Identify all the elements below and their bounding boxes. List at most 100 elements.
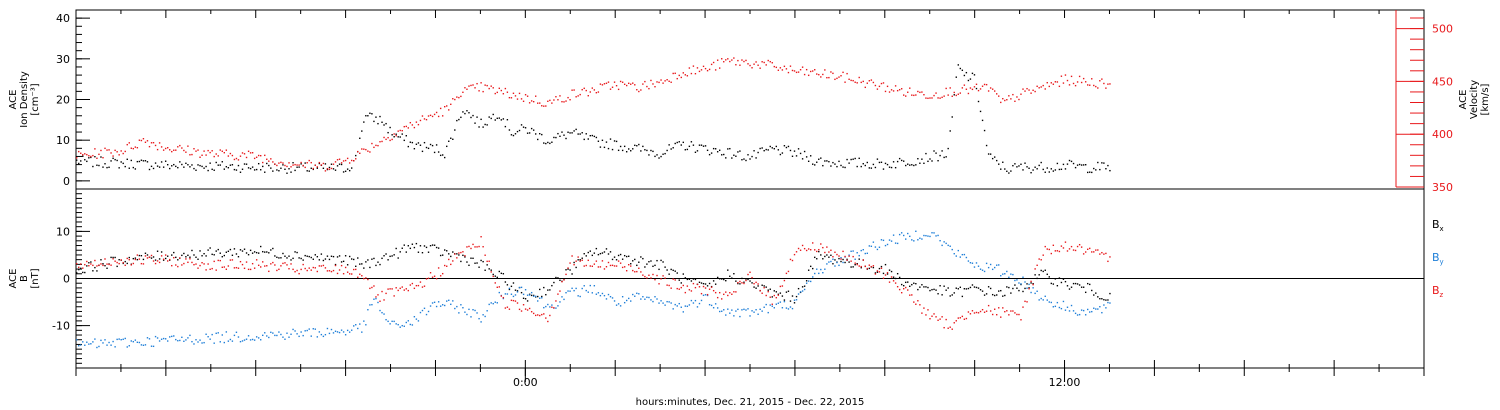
data-point: [684, 305, 687, 307]
data-point: [144, 255, 147, 257]
data-point: [241, 263, 244, 266]
data-point: [355, 158, 357, 160]
data-point: [593, 135, 596, 138]
data-point: [561, 100, 563, 103]
data-point: [312, 258, 314, 260]
data-point: [993, 90, 996, 92]
data-point: [816, 73, 818, 75]
data-point: [917, 300, 919, 302]
series-red: [76, 57, 1111, 172]
data-point: [393, 295, 395, 297]
data-point: [480, 118, 482, 121]
data-point: [587, 95, 589, 97]
data-point: [630, 83, 632, 85]
data-point: [290, 166, 292, 168]
data-point: [359, 323, 361, 325]
data-point: [371, 303, 373, 306]
data-point: [1042, 168, 1044, 171]
data-point: [551, 304, 553, 306]
data-point: [229, 248, 232, 251]
data-point: [326, 168, 329, 171]
data-point: [888, 281, 891, 283]
data-point: [773, 65, 775, 68]
data-point: [816, 268, 818, 270]
data-point: [975, 87, 978, 90]
data-point: [365, 324, 367, 326]
data-point: [561, 131, 563, 133]
data-point: [603, 83, 606, 85]
data-point: [603, 251, 606, 253]
data-point: [1034, 274, 1036, 276]
data-point: [826, 160, 828, 162]
legend-entry-z: Bz: [1432, 284, 1444, 299]
data-point: [830, 165, 832, 167]
data-point: [278, 162, 280, 164]
data-point: [886, 273, 889, 275]
data-point: [423, 307, 426, 310]
data-point: [229, 259, 232, 261]
data-point: [284, 255, 286, 257]
data-point: [437, 267, 440, 269]
data-point: [375, 296, 377, 298]
data-point: [1042, 270, 1044, 273]
data-point: [913, 164, 915, 167]
data-point: [761, 310, 763, 312]
data-point: [941, 294, 943, 296]
data-point: [122, 262, 124, 265]
data-point: [486, 84, 488, 87]
data-point: [852, 79, 854, 82]
data-point: [826, 263, 828, 265]
data-point: [82, 271, 84, 274]
data-point: [949, 87, 951, 89]
data-point: [636, 89, 638, 91]
data-point: [965, 317, 968, 320]
data-point: [979, 88, 982, 90]
data-point: [630, 300, 632, 302]
data-point: [1008, 286, 1010, 289]
data-point: [737, 308, 739, 311]
data-point: [249, 249, 252, 252]
data-point: [868, 245, 871, 247]
data-point: [945, 87, 947, 90]
data-point: [441, 115, 444, 117]
data-point: [262, 334, 264, 337]
data-point: [1022, 306, 1024, 308]
data-point: [1062, 278, 1065, 280]
data-point: [1093, 307, 1095, 309]
data-point: [896, 160, 899, 163]
data-point: [506, 293, 509, 295]
data-point: [771, 62, 773, 64]
data-point: [706, 293, 709, 296]
data-point: [718, 310, 721, 313]
data-point: [809, 249, 812, 251]
data-point: [348, 273, 351, 275]
data-point: [1010, 98, 1012, 100]
data-point: [876, 270, 879, 272]
data-point: [264, 251, 266, 253]
data-point: [391, 288, 393, 290]
data-point: [820, 76, 822, 78]
data-point: [896, 272, 899, 275]
data-point: [1044, 171, 1046, 173]
data-point: [150, 254, 153, 257]
data-point: [417, 320, 420, 322]
data-point: [583, 265, 585, 267]
data-point: [350, 258, 353, 260]
data-point: [759, 289, 761, 292]
data-point: [864, 265, 866, 267]
data-point: [862, 80, 864, 83]
data-point: [1034, 268, 1036, 270]
data-point: [369, 112, 371, 114]
data-point: [551, 284, 553, 287]
data-point: [666, 269, 668, 271]
data-point: [106, 267, 108, 269]
data-point: [884, 274, 887, 276]
data-point: [249, 268, 252, 271]
data-point: [421, 309, 424, 312]
data-point: [375, 144, 377, 147]
data-point: [94, 338, 96, 340]
data-point: [577, 259, 579, 261]
data-point: [547, 320, 549, 323]
velocity-axis-title-line: Velocity: [1469, 80, 1480, 119]
data-point: [1012, 164, 1014, 167]
